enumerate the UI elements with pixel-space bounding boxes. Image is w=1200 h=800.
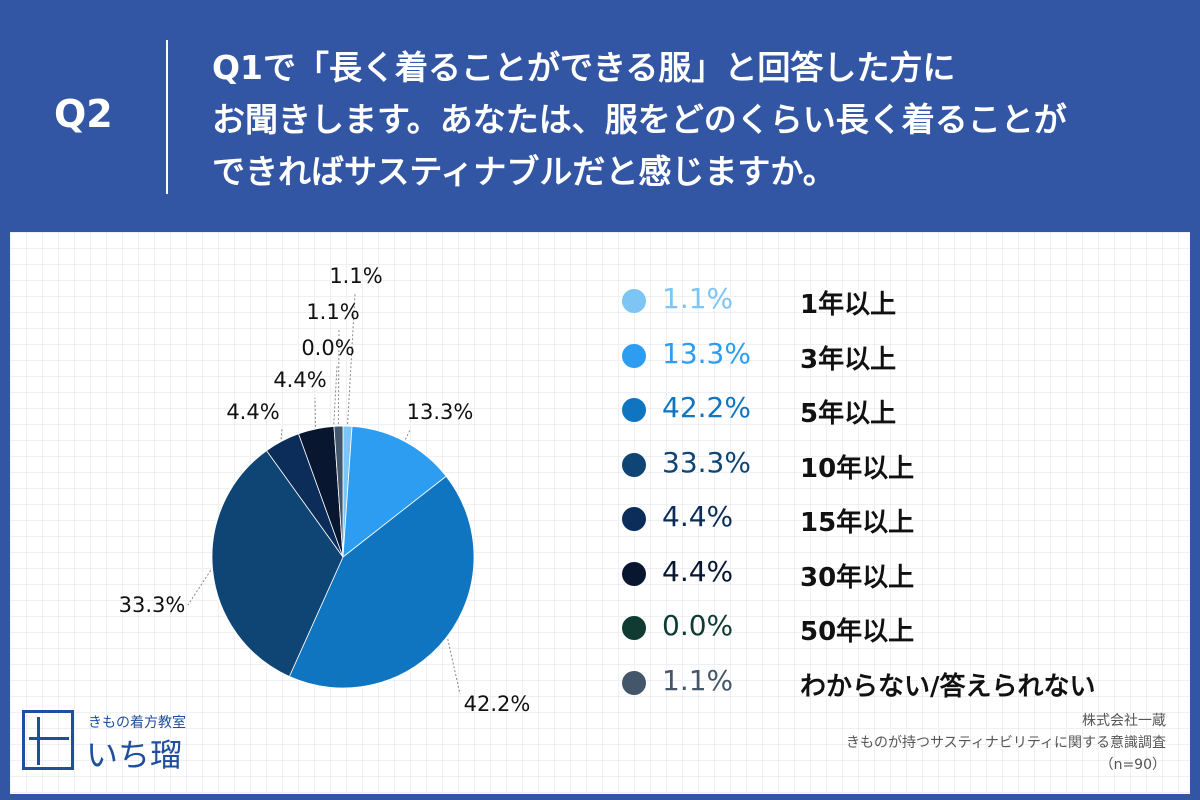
pie-data-label: 4.4% (273, 368, 327, 392)
legend-label: 1年以上 (800, 290, 897, 320)
logo-subtitle: きもの着方教室 (88, 715, 186, 731)
pie-slice (342, 425, 447, 558)
pie-data-label: 4.4% (226, 400, 280, 424)
source-line-1: 株式会社一蔵 (1082, 713, 1166, 729)
legend-swatch (622, 289, 646, 313)
legend-label: 50年以上 (800, 617, 915, 647)
legend-percent: 0.0% (662, 609, 734, 642)
legend-percent: 4.4% (662, 554, 734, 588)
question-line-1: Q1で「長く着ることができる服」と回答した方に (212, 48, 956, 87)
legend-swatch (622, 616, 646, 640)
pie-leader-line (280, 427, 283, 440)
question-line-2: お聞きします。あなたは、服をどのくらい長く着ることが (212, 100, 1067, 139)
pie-leader-line (447, 638, 461, 695)
legend-swatch (622, 561, 646, 586)
pie-leader-line (404, 429, 411, 440)
question-number: Q2 (54, 92, 113, 136)
pie-data-label: 1.1% (306, 300, 360, 324)
pie-slice (333, 425, 344, 558)
pie-data-label: 0.0% (301, 336, 355, 360)
legend-label: 3年以上 (800, 344, 897, 375)
legend-swatch (622, 507, 646, 531)
source-line-2: きものが持つサスティナビリティに関する意識調査 (845, 735, 1166, 751)
legend-label: 30年以上 (800, 562, 915, 593)
legend-label: わからない/答えられない (800, 671, 1096, 702)
header-divider (166, 40, 168, 194)
logo-mark-icon (22, 710, 74, 770)
question-line-3: できればサスティナブルだと感じますか。 (212, 152, 836, 191)
source-line-3: （n=90） (1099, 757, 1166, 773)
legend-percent: 33.3% (662, 445, 751, 479)
pie-chart (187, 293, 475, 695)
pie-data-label: 42.2% (463, 692, 531, 716)
legend-percent: 1.1% (662, 663, 734, 697)
legend-percent: 4.4% (662, 500, 734, 533)
legend-label: 15年以上 (800, 508, 915, 538)
pie-data-label: 1.1% (329, 264, 383, 288)
legend-label: 10年以上 (800, 453, 915, 484)
source-note: 株式会社一蔵 きものが持つサスティナビリティに関する意識調査 （n=90） (846, 710, 1166, 776)
pie-leader-line (314, 397, 317, 427)
pie-slice (211, 450, 344, 678)
question-text: Q1で「長く着ることができる服」と回答した方に お聞きします。あなたは、服をどの… (212, 42, 1172, 198)
legend-percent: 13.3% (662, 336, 751, 370)
logo-name: いち瑠 (86, 736, 183, 774)
legend-swatch (622, 398, 646, 422)
legend-label: 5年以上 (800, 399, 897, 429)
pie-leader-line (187, 570, 212, 606)
legend-swatch (622, 343, 646, 368)
pie-slice (288, 475, 475, 689)
pie-leader-line (333, 365, 338, 425)
pie-data-label: 13.3% (406, 400, 474, 424)
chart-panel: 1.1% 13.3% 42.2% 33.3% 4.4% 4.4% 0.0% 1.1% 1.1%… (10, 232, 1190, 794)
pie-leader-line (347, 293, 356, 425)
legend-percent: 42.2% (662, 391, 751, 424)
legend-swatch (622, 670, 646, 695)
legend-swatch (622, 452, 646, 477)
pie-data-label: 33.3% (118, 593, 186, 617)
legend-percent: 1.1% (662, 282, 734, 315)
